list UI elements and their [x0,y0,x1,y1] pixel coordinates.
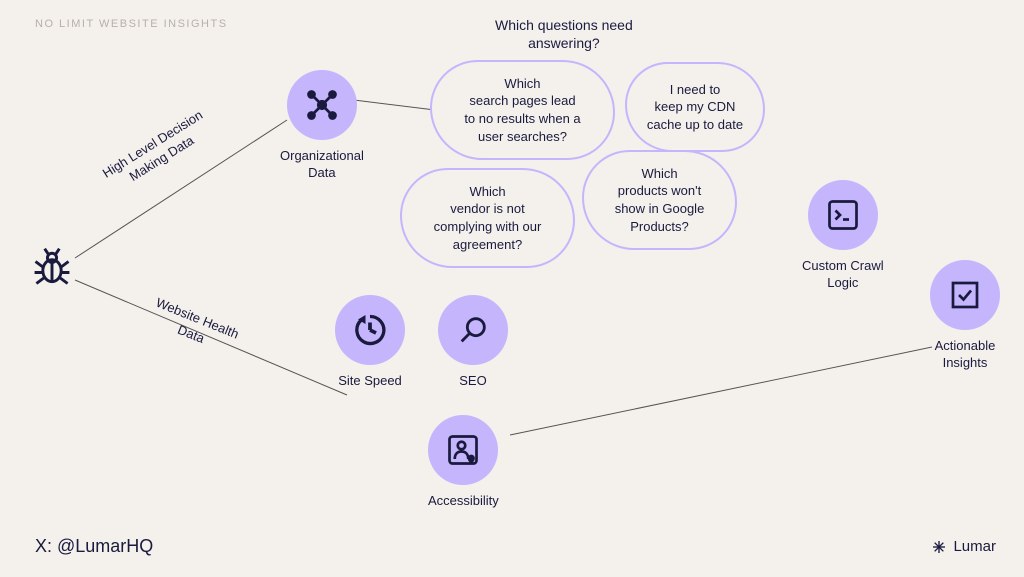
check-box-icon [947,277,983,313]
terminal-icon [825,197,861,233]
lumar-logo-icon [931,539,947,555]
custom-crawl-circle [808,180,878,250]
custom-crawl-label: Custom CrawlLogic [802,258,884,292]
actionable-label: ActionableInsights [930,338,1000,372]
accessibility-circle [428,415,498,485]
website-health-label: Website HealthData [147,295,241,359]
custom-crawl-node: Custom CrawlLogic [802,180,884,292]
accessibility-node: Accessibility [428,415,499,510]
speed-icon [352,312,388,348]
cloud-vendor: Whichvendor is notcomplying with ouragre… [400,168,575,268]
footer-handle: X: @LumarHQ [35,536,153,557]
site-speed-node: Site Speed [335,295,405,390]
seo-circle [438,295,508,365]
title-question: Which questions needanswering? [495,16,633,52]
site-speed-circle [335,295,405,365]
search-icon [456,313,490,347]
person-heart-icon [445,432,481,468]
cloud-search-pages: Whichsearch pages leadto no results when… [430,60,615,160]
org-data-label: OrganizationalData [280,148,364,182]
seo-label: SEO [438,373,508,390]
actionable-node: ActionableInsights [930,260,1000,372]
seo-node: SEO [438,295,508,390]
bug-icon [30,245,74,294]
brand-text: Lumar [953,538,996,555]
cloud-products: Whichproducts won'tshow in GoogleProduct… [582,150,737,250]
high-level-label: High Level DecisionMaking Data [100,107,215,197]
site-speed-label: Site Speed [335,373,405,390]
footer-brand: Lumar [931,538,996,555]
header-tagline: NO LIMIT WEBSITE INSIGHTS [35,18,228,30]
cloud-cdn-cache: I need tokeep my CDNcache up to date [625,62,765,152]
accessibility-label: Accessibility [428,493,499,510]
actionable-circle [930,260,1000,330]
org-data-node: OrganizationalData [280,70,364,182]
network-icon [304,87,340,123]
org-data-circle [287,70,357,140]
